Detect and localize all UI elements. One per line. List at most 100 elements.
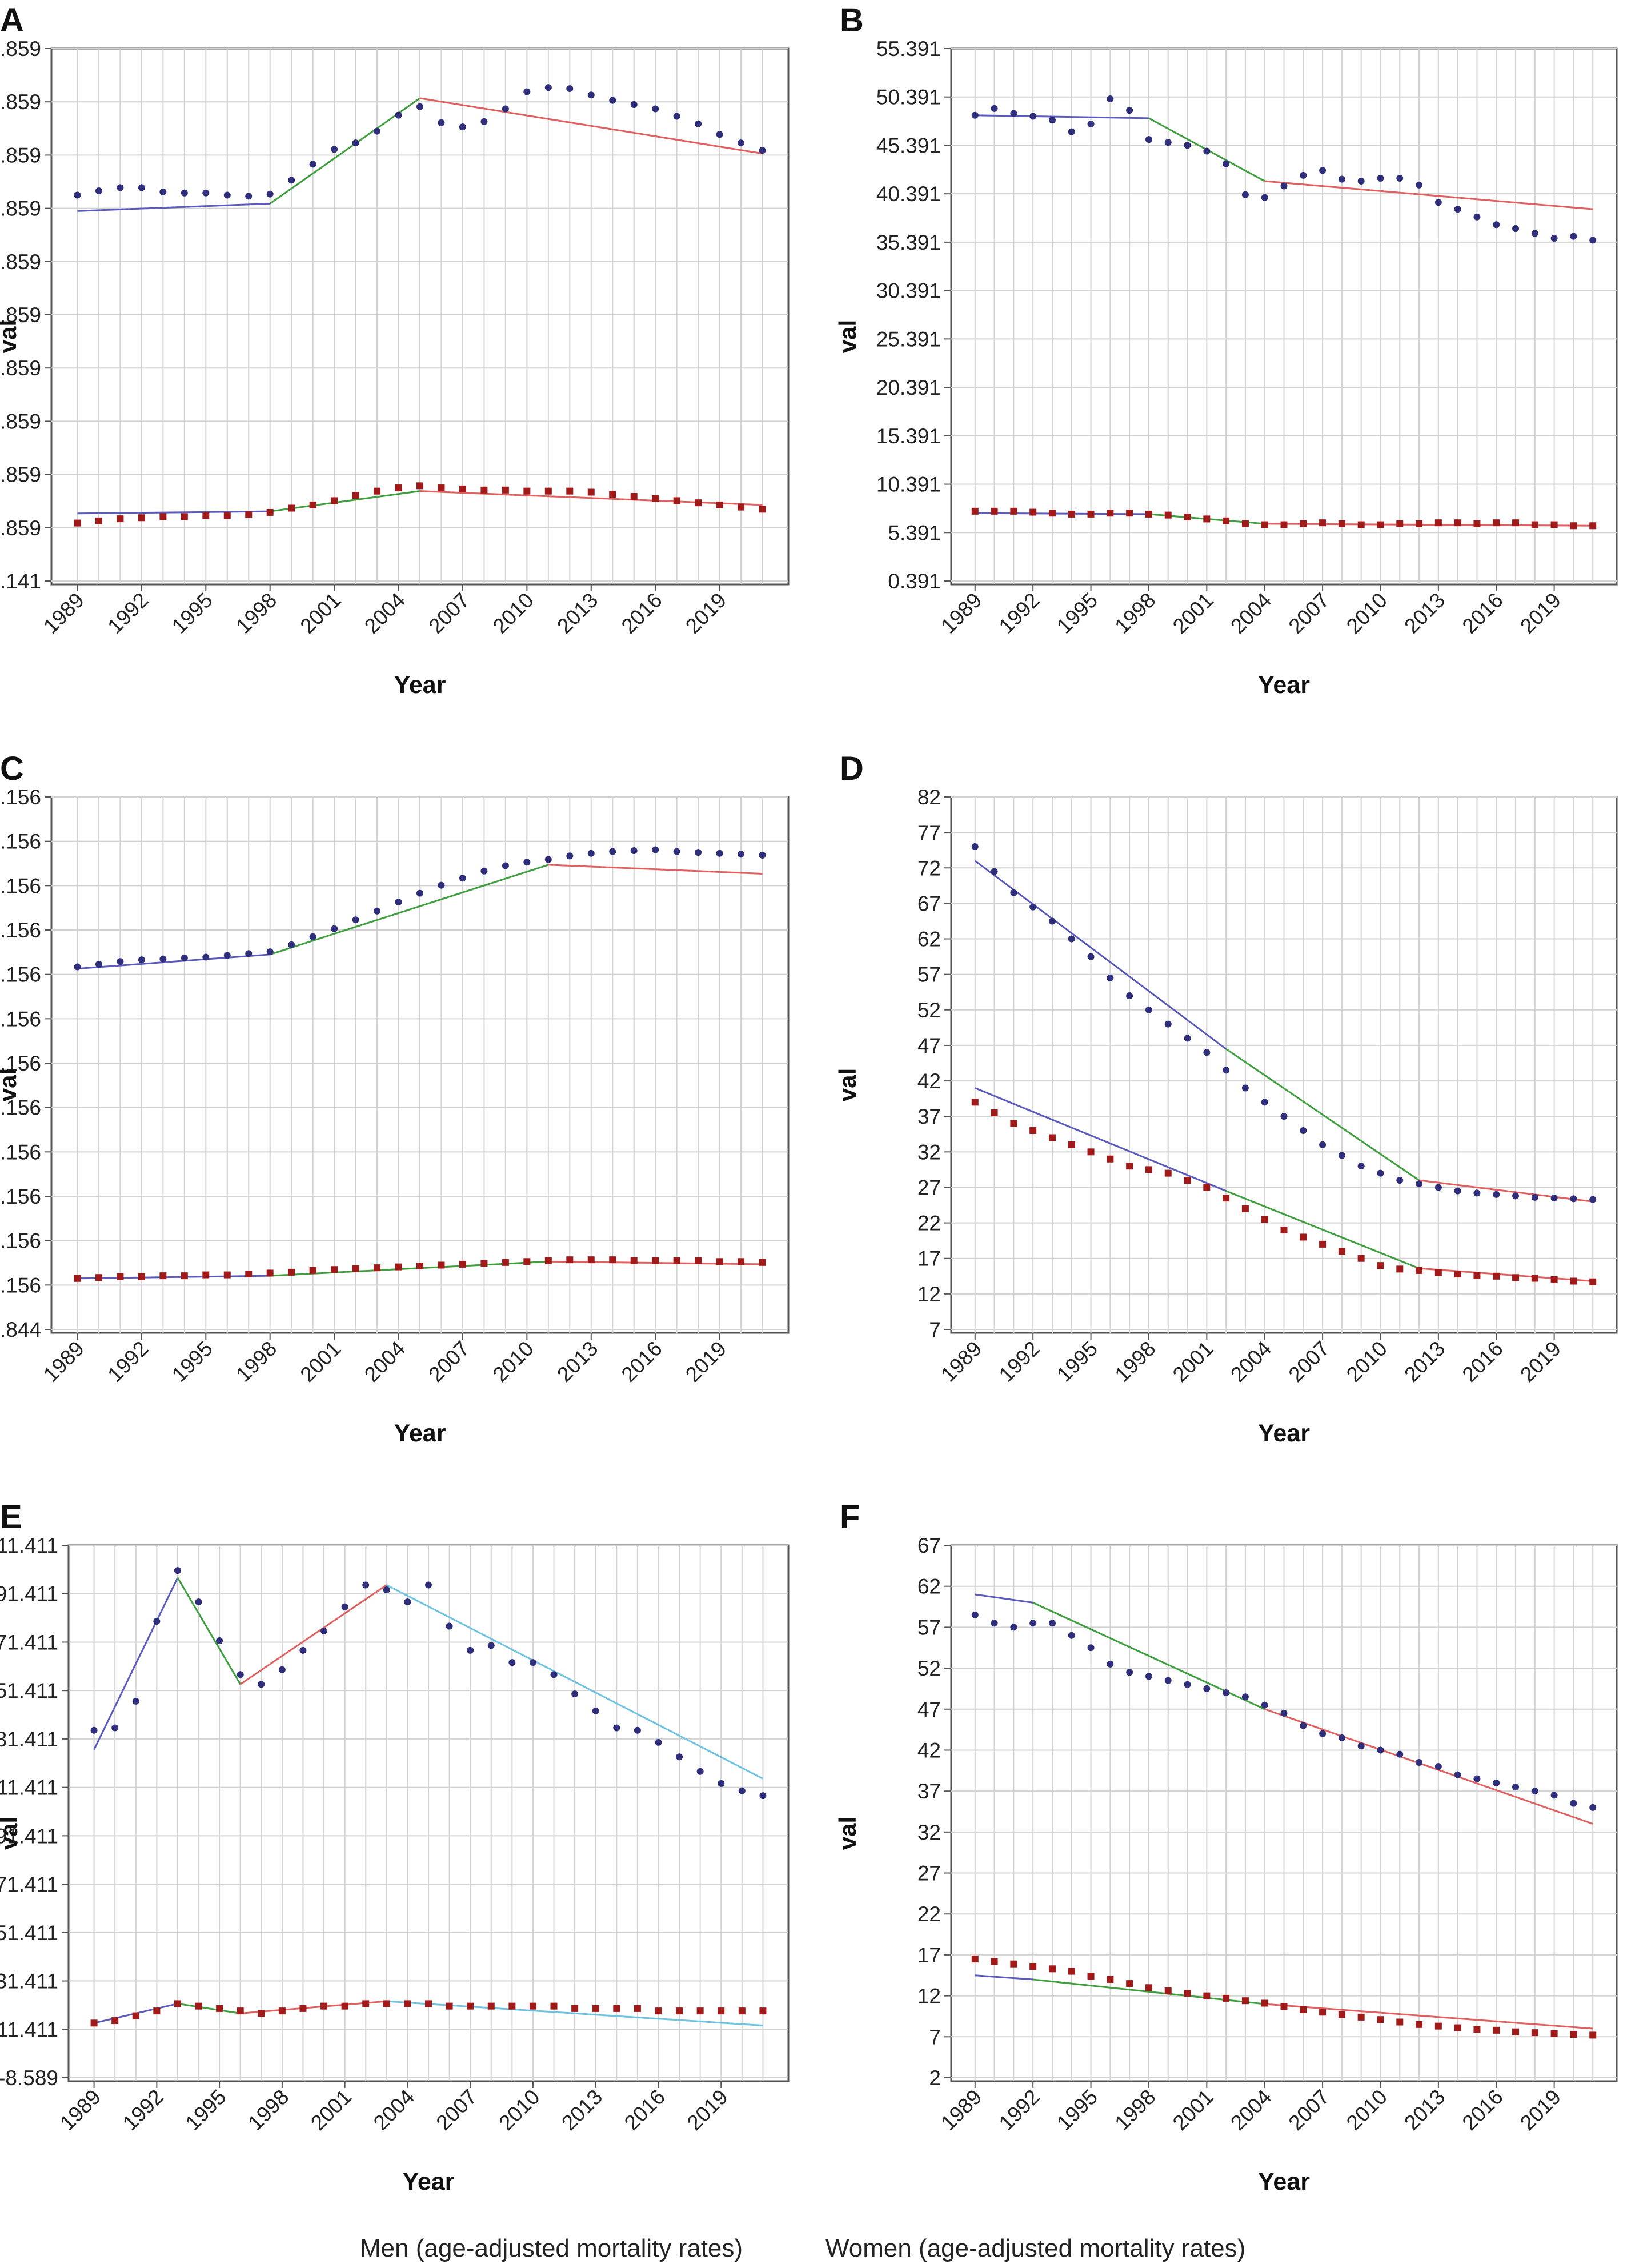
men-data-point bbox=[266, 190, 274, 198]
men-data-point bbox=[383, 1586, 390, 1593]
x-tick-label: 1998 bbox=[231, 588, 281, 638]
y-axis-label: val bbox=[834, 1817, 861, 1850]
men-data-point bbox=[1434, 199, 1442, 206]
women-data-point bbox=[1107, 1976, 1114, 1983]
women-data-point bbox=[673, 497, 680, 504]
plot-content bbox=[971, 1593, 1597, 2039]
women-data-point bbox=[1126, 510, 1133, 517]
y-tick-label: 42 bbox=[917, 1738, 941, 1762]
men-data-point bbox=[1203, 1685, 1211, 1692]
women-data-point bbox=[1357, 521, 1365, 528]
x-tick-label: 2019 bbox=[681, 1337, 731, 1387]
x-tick-label: 2010 bbox=[488, 1337, 538, 1387]
women-trend-segment bbox=[1418, 1267, 1593, 1282]
men-data-point bbox=[1241, 191, 1249, 198]
women-data-point bbox=[550, 2002, 558, 2010]
men-data-point bbox=[523, 88, 531, 95]
men-data-point bbox=[1010, 110, 1017, 117]
men-data-point bbox=[446, 1622, 453, 1630]
men-data-point bbox=[352, 139, 359, 147]
women-data-point bbox=[1493, 519, 1500, 527]
x-tick-label: 2010 bbox=[1342, 2085, 1392, 2135]
men-data-point bbox=[716, 131, 723, 138]
men-data-point bbox=[1589, 1196, 1597, 1203]
women-data-point bbox=[1087, 1148, 1095, 1156]
x-tick-label: 2001 bbox=[1168, 1337, 1218, 1387]
men-data-point bbox=[613, 1724, 620, 1732]
men-data-point bbox=[991, 105, 998, 112]
women-data-point bbox=[1454, 2024, 1461, 2031]
x-tick-label: 1998 bbox=[231, 1337, 281, 1387]
x-tick-label: 1998 bbox=[1110, 2085, 1160, 2135]
women-data-point bbox=[1434, 1269, 1442, 1276]
men-data-point bbox=[695, 849, 702, 856]
men-data-point bbox=[90, 1726, 98, 1734]
men-data-point bbox=[216, 1637, 223, 1644]
men-data-point bbox=[652, 105, 659, 113]
men-data-point bbox=[1300, 1722, 1307, 1729]
women-data-point bbox=[502, 1259, 509, 1266]
y-tick-label: 62 bbox=[917, 1575, 941, 1598]
men-data-point bbox=[696, 1768, 704, 1775]
men-data-point bbox=[1396, 174, 1404, 182]
men-data-point bbox=[1396, 1750, 1404, 1758]
women-data-point bbox=[1473, 1272, 1481, 1279]
women-data-point bbox=[1241, 1997, 1249, 2005]
x-tick-label: 2004 bbox=[360, 588, 410, 638]
men-data-point bbox=[223, 952, 231, 959]
women-data-point bbox=[1338, 2011, 1345, 2018]
men-data-point bbox=[1241, 1693, 1249, 1701]
y-tick-label: 44.859 bbox=[0, 90, 41, 114]
x-tick-label: 1992 bbox=[103, 1337, 153, 1387]
men-data-point bbox=[416, 103, 423, 110]
women-data-point bbox=[738, 2007, 746, 2015]
women-data-point bbox=[309, 501, 316, 508]
x-tick-label: 2013 bbox=[1400, 2085, 1449, 2135]
women-data-point bbox=[1280, 1227, 1288, 1234]
men-data-point bbox=[404, 1598, 411, 1606]
panel-letter: A bbox=[0, 2, 24, 39]
x-tick-label: 2001 bbox=[1168, 2085, 1218, 2135]
y-tick-label: 10.391 bbox=[876, 473, 941, 496]
y-tick-label: 12 bbox=[917, 1985, 941, 2008]
women-data-point bbox=[1338, 520, 1345, 527]
women-data-point bbox=[544, 1257, 552, 1264]
y-tick-label: 19.859 bbox=[0, 356, 41, 380]
women-data-point bbox=[1010, 1960, 1017, 1968]
men-data-point bbox=[1550, 1195, 1558, 1202]
women-data-point bbox=[1531, 1275, 1538, 1282]
women-data-point bbox=[1416, 520, 1423, 527]
women-data-point bbox=[1145, 510, 1152, 518]
men-data-point bbox=[153, 1618, 161, 1625]
men-data-point bbox=[1048, 1620, 1056, 1627]
men-data-point bbox=[655, 1738, 662, 1746]
men-trend-segment bbox=[93, 1577, 179, 1750]
men-data-point bbox=[374, 907, 381, 915]
men-data-point bbox=[1107, 974, 1114, 981]
women-data-point bbox=[716, 1258, 723, 1265]
women-data-point bbox=[1223, 1195, 1230, 1202]
men-data-point bbox=[652, 846, 659, 853]
x-axis-label: Year bbox=[1258, 2168, 1310, 2195]
x-tick-label: 2013 bbox=[552, 588, 602, 638]
men-data-point bbox=[1068, 935, 1075, 943]
women-data-point bbox=[991, 1958, 998, 1965]
x-tick-label: 2013 bbox=[1400, 1337, 1449, 1387]
y-tick-label: 42 bbox=[917, 1069, 941, 1093]
men-data-point bbox=[320, 1628, 328, 1635]
men-trend-segment bbox=[270, 864, 549, 956]
y-tick-label: 27 bbox=[917, 1176, 941, 1199]
men-data-point bbox=[202, 189, 210, 197]
plot-content bbox=[74, 84, 766, 527]
men-data-point bbox=[1570, 233, 1577, 240]
women-data-point bbox=[1319, 519, 1327, 527]
men-data-point bbox=[425, 1581, 432, 1589]
women-data-point bbox=[1126, 1163, 1133, 1170]
women-data-point bbox=[1203, 1184, 1211, 1191]
women-data-point bbox=[1241, 1205, 1249, 1212]
women-data-point bbox=[181, 1272, 188, 1280]
y-tick-label: 17 bbox=[917, 1247, 941, 1271]
women-data-point bbox=[1454, 519, 1461, 527]
men-data-point bbox=[587, 850, 595, 857]
x-tick-label: 2004 bbox=[1226, 588, 1276, 638]
